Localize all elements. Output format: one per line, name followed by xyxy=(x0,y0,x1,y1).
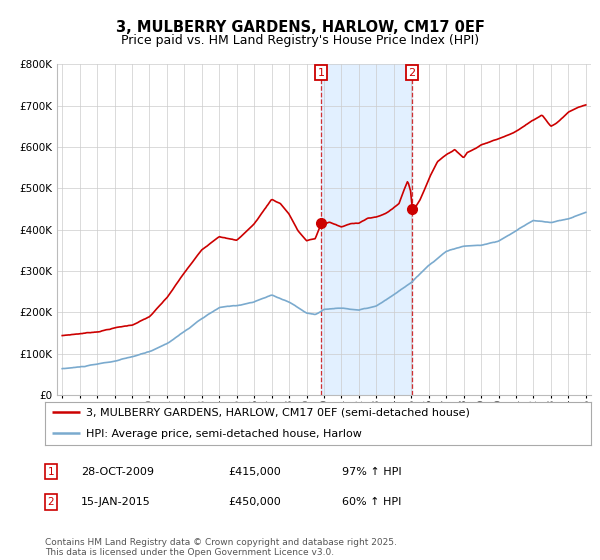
Bar xyxy=(321,64,412,395)
Text: 60% ↑ HPI: 60% ↑ HPI xyxy=(342,497,401,507)
Text: Contains HM Land Registry data © Crown copyright and database right 2025.
This d: Contains HM Land Registry data © Crown c… xyxy=(45,538,397,557)
Text: 3, MULBERRY GARDENS, HARLOW, CM17 0EF: 3, MULBERRY GARDENS, HARLOW, CM17 0EF xyxy=(116,20,484,35)
Text: Price paid vs. HM Land Registry's House Price Index (HPI): Price paid vs. HM Land Registry's House … xyxy=(121,34,479,46)
Text: HPI: Average price, semi-detached house, Harlow: HPI: Average price, semi-detached house,… xyxy=(86,429,362,439)
Text: 2: 2 xyxy=(409,68,416,78)
Text: 97% ↑ HPI: 97% ↑ HPI xyxy=(342,466,401,477)
Text: 28-OCT-2009: 28-OCT-2009 xyxy=(81,466,154,477)
Text: 1: 1 xyxy=(47,466,55,477)
Text: 1: 1 xyxy=(317,68,325,78)
Text: 15-JAN-2015: 15-JAN-2015 xyxy=(81,497,151,507)
Text: £415,000: £415,000 xyxy=(228,466,281,477)
Text: £450,000: £450,000 xyxy=(228,497,281,507)
Text: 3, MULBERRY GARDENS, HARLOW, CM17 0EF (semi-detached house): 3, MULBERRY GARDENS, HARLOW, CM17 0EF (s… xyxy=(86,408,470,418)
Text: 2: 2 xyxy=(47,497,55,507)
